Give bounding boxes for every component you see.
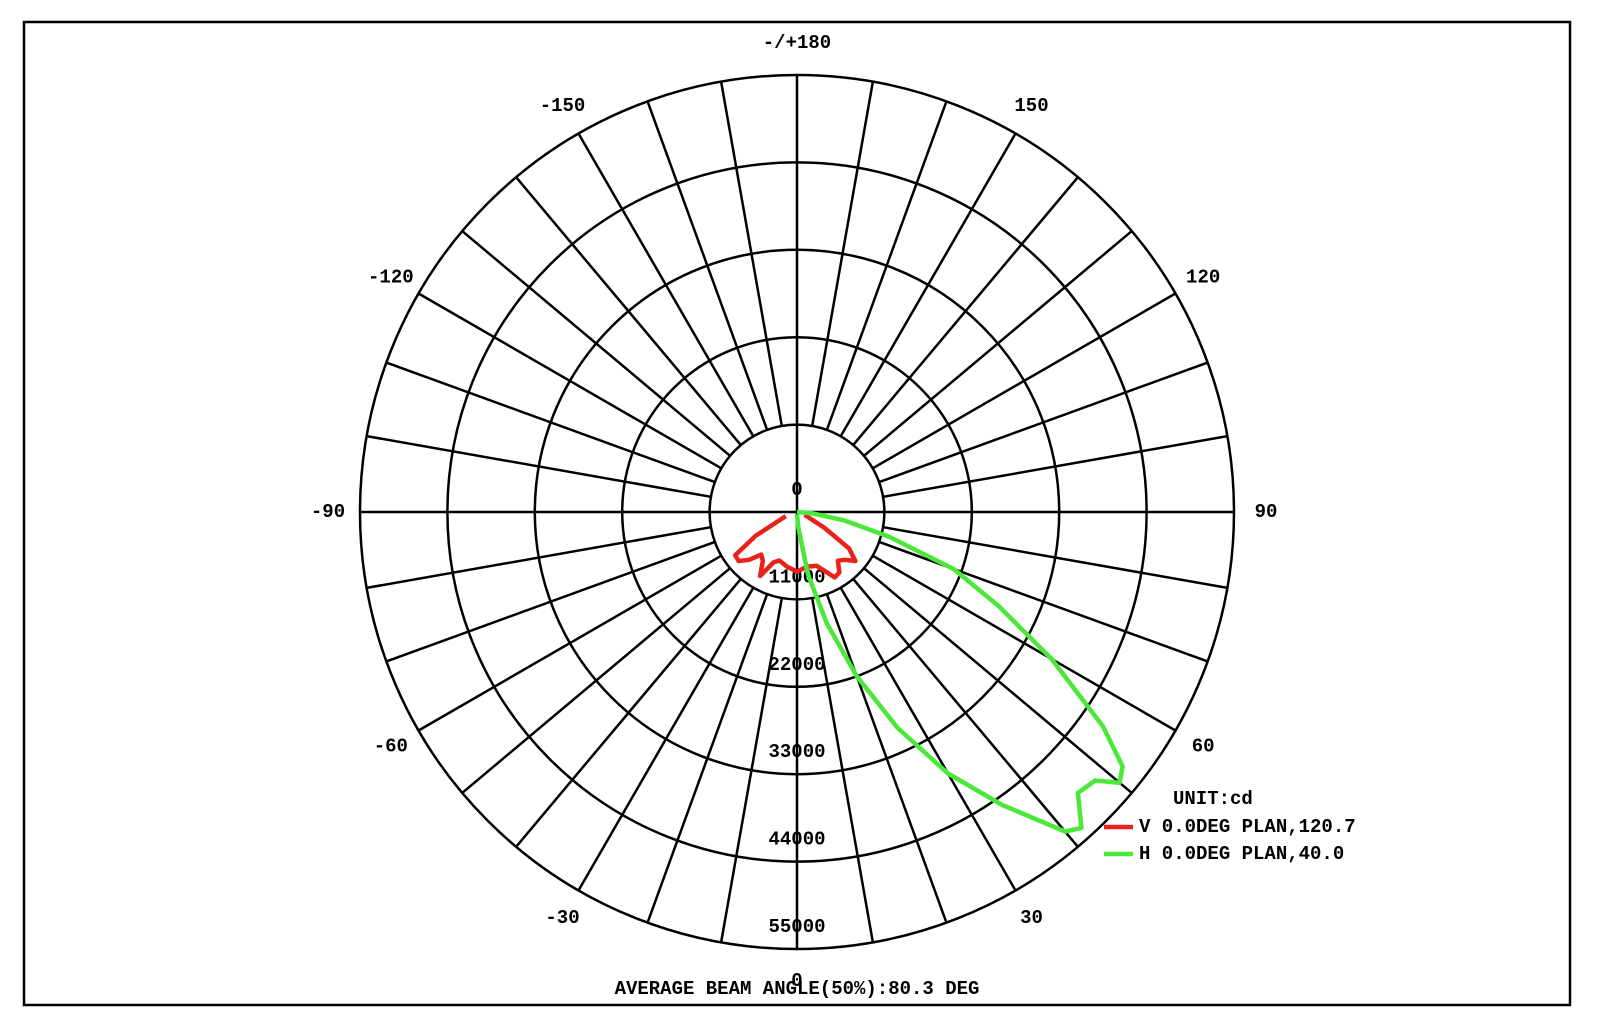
grid-ring [358, 73, 1236, 951]
footer: AVERAGE BEAM ANGLE(50%):80.3 DEG [615, 978, 980, 1000]
r-tick-label: 55000 [768, 916, 825, 938]
angle-tick-label: 0 [791, 970, 802, 992]
r-tick-label: 33000 [768, 741, 825, 763]
legend-label: H 0.0DEG PLAN,40.0 [1139, 843, 1344, 865]
grid-ring [446, 161, 1148, 863]
angle-tick-label: 120 [1186, 267, 1220, 289]
angle-tick-label: 150 [1014, 95, 1048, 117]
grid-ring [533, 248, 1061, 776]
angle-tick-label: -30 [545, 907, 579, 929]
grid-ring [708, 423, 886, 601]
angle-tick-label: -60 [374, 736, 408, 758]
unit-label: UNIT:cd [1173, 788, 1253, 810]
curve [794, 509, 1125, 834]
angle-tick-label: 60 [1192, 736, 1215, 758]
r-tick-label: 0 [791, 479, 802, 501]
r-tick-label: 44000 [768, 829, 825, 851]
r-tick-label: 22000 [768, 654, 825, 676]
angle-tick-label: -150 [540, 95, 586, 117]
angle-tick-label: 90 [1255, 501, 1278, 523]
grid-ring [620, 335, 974, 689]
angle-tick-label: -90 [311, 501, 345, 523]
legend-label: V 0.0DEG PLAN,120.7 [1139, 816, 1356, 838]
angle-tick-label: -/+180 [763, 32, 831, 54]
curve [732, 512, 858, 580]
angle-tick-label: -120 [368, 267, 414, 289]
angle-tick-label: 30 [1020, 907, 1043, 929]
